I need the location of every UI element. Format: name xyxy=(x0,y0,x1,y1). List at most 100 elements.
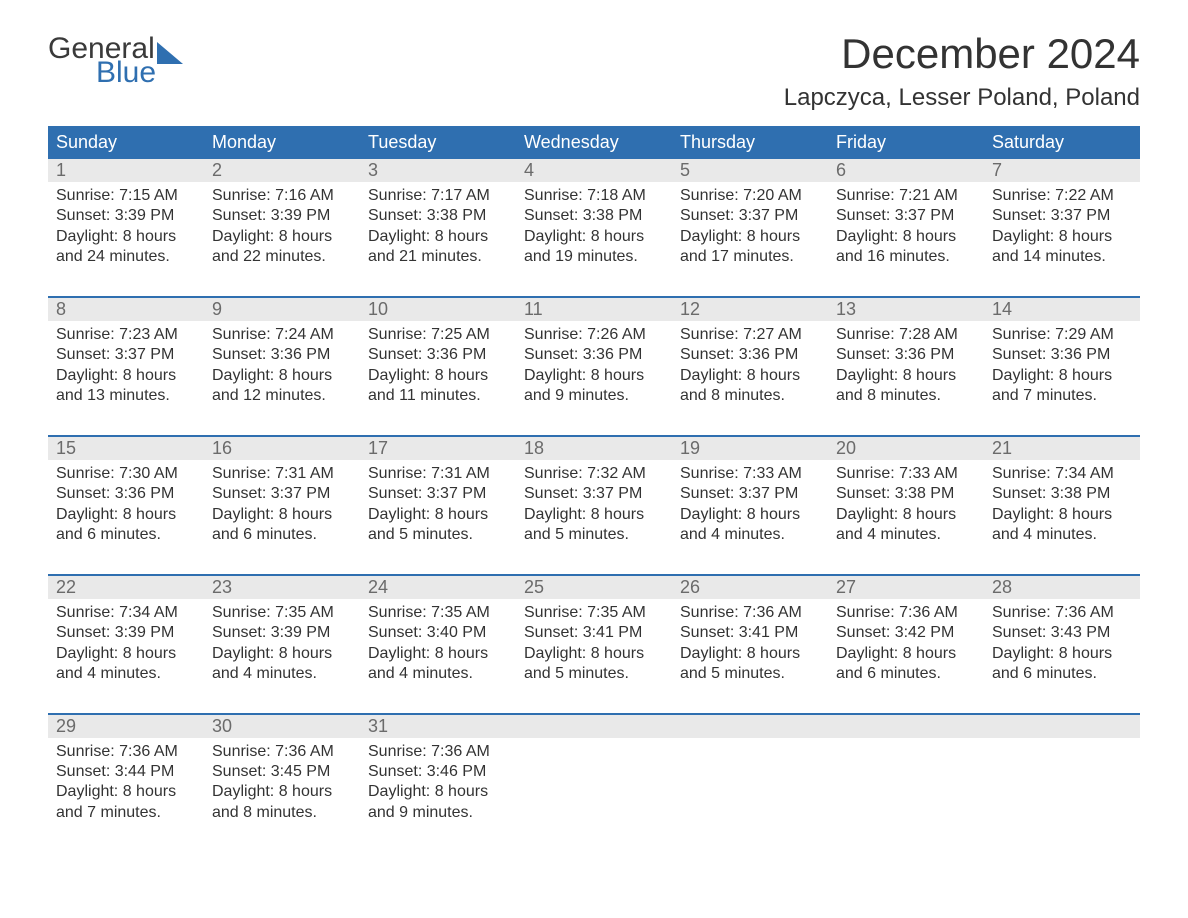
weekday-tuesday: Tuesday xyxy=(360,126,516,159)
day-number: 9 xyxy=(204,298,360,321)
sunrise-text: Sunrise: 7:17 AM xyxy=(368,186,508,206)
daylight-text-2: and 14 minutes. xyxy=(992,247,1132,267)
daylight-text-2: and 4 minutes. xyxy=(368,664,508,684)
sunset-text: Sunset: 3:37 PM xyxy=(680,206,820,226)
daylight-text-2: and 21 minutes. xyxy=(368,247,508,267)
day-cell: Sunrise: 7:36 AMSunset: 3:42 PMDaylight:… xyxy=(828,599,984,691)
day-number xyxy=(984,715,1140,738)
day-number: 24 xyxy=(360,576,516,599)
day-number: 5 xyxy=(672,159,828,182)
sunset-text: Sunset: 3:39 PM xyxy=(212,623,352,643)
day-number: 23 xyxy=(204,576,360,599)
weekday-thursday: Thursday xyxy=(672,126,828,159)
sunrise-text: Sunrise: 7:36 AM xyxy=(368,742,508,762)
daylight-text-2: and 8 minutes. xyxy=(836,386,976,406)
sunrise-text: Sunrise: 7:34 AM xyxy=(992,464,1132,484)
day-cell: Sunrise: 7:21 AMSunset: 3:37 PMDaylight:… xyxy=(828,182,984,274)
day-cell: Sunrise: 7:31 AMSunset: 3:37 PMDaylight:… xyxy=(204,460,360,552)
sunset-text: Sunset: 3:36 PM xyxy=(680,345,820,365)
daylight-text-1: Daylight: 8 hours xyxy=(992,227,1132,247)
sunset-text: Sunset: 3:39 PM xyxy=(56,623,196,643)
sunrise-text: Sunrise: 7:30 AM xyxy=(56,464,196,484)
daylight-text-1: Daylight: 8 hours xyxy=(680,644,820,664)
day-cell: Sunrise: 7:31 AMSunset: 3:37 PMDaylight:… xyxy=(360,460,516,552)
daylight-text-1: Daylight: 8 hours xyxy=(680,366,820,386)
sunset-text: Sunset: 3:40 PM xyxy=(368,623,508,643)
day-number: 16 xyxy=(204,437,360,460)
sunset-text: Sunset: 3:46 PM xyxy=(368,762,508,782)
daylight-text-1: Daylight: 8 hours xyxy=(368,782,508,802)
day-cell: Sunrise: 7:35 AMSunset: 3:39 PMDaylight:… xyxy=(204,599,360,691)
day-cell: Sunrise: 7:36 AMSunset: 3:46 PMDaylight:… xyxy=(360,738,516,830)
day-number: 14 xyxy=(984,298,1140,321)
daylight-text-1: Daylight: 8 hours xyxy=(836,644,976,664)
sunset-text: Sunset: 3:37 PM xyxy=(680,484,820,504)
sunrise-text: Sunrise: 7:31 AM xyxy=(212,464,352,484)
daylight-text-1: Daylight: 8 hours xyxy=(212,644,352,664)
sunset-text: Sunset: 3:38 PM xyxy=(524,206,664,226)
sunrise-text: Sunrise: 7:36 AM xyxy=(836,603,976,623)
week-row: 15161718192021Sunrise: 7:30 AMSunset: 3:… xyxy=(48,435,1140,552)
day-cell: Sunrise: 7:35 AMSunset: 3:41 PMDaylight:… xyxy=(516,599,672,691)
day-cell: Sunrise: 7:20 AMSunset: 3:37 PMDaylight:… xyxy=(672,182,828,274)
daylight-text-2: and 12 minutes. xyxy=(212,386,352,406)
daylight-text-1: Daylight: 8 hours xyxy=(368,366,508,386)
sunrise-text: Sunrise: 7:36 AM xyxy=(992,603,1132,623)
day-number: 26 xyxy=(672,576,828,599)
weekday-header-row: Sunday Monday Tuesday Wednesday Thursday… xyxy=(48,126,1140,159)
day-number: 27 xyxy=(828,576,984,599)
day-number: 1 xyxy=(48,159,204,182)
day-cell: Sunrise: 7:32 AMSunset: 3:37 PMDaylight:… xyxy=(516,460,672,552)
daylight-text-2: and 24 minutes. xyxy=(56,247,196,267)
daylight-text-1: Daylight: 8 hours xyxy=(56,366,196,386)
day-number: 13 xyxy=(828,298,984,321)
day-cell: Sunrise: 7:24 AMSunset: 3:36 PMDaylight:… xyxy=(204,321,360,413)
day-cell: Sunrise: 7:18 AMSunset: 3:38 PMDaylight:… xyxy=(516,182,672,274)
day-number xyxy=(672,715,828,738)
sunset-text: Sunset: 3:39 PM xyxy=(212,206,352,226)
daylight-text-2: and 4 minutes. xyxy=(992,525,1132,545)
day-number-row: 293031 xyxy=(48,715,1140,738)
daylight-text-1: Daylight: 8 hours xyxy=(680,227,820,247)
sunset-text: Sunset: 3:36 PM xyxy=(524,345,664,365)
daylight-text-1: Daylight: 8 hours xyxy=(524,227,664,247)
daylight-text-2: and 6 minutes. xyxy=(212,525,352,545)
sunrise-text: Sunrise: 7:26 AM xyxy=(524,325,664,345)
daylight-text-2: and 11 minutes. xyxy=(368,386,508,406)
day-number xyxy=(828,715,984,738)
day-cell: Sunrise: 7:36 AMSunset: 3:41 PMDaylight:… xyxy=(672,599,828,691)
daylight-text-1: Daylight: 8 hours xyxy=(212,366,352,386)
daylight-text-1: Daylight: 8 hours xyxy=(368,505,508,525)
day-cell: Sunrise: 7:29 AMSunset: 3:36 PMDaylight:… xyxy=(984,321,1140,413)
day-cell: Sunrise: 7:33 AMSunset: 3:37 PMDaylight:… xyxy=(672,460,828,552)
day-cell: Sunrise: 7:22 AMSunset: 3:37 PMDaylight:… xyxy=(984,182,1140,274)
sunset-text: Sunset: 3:37 PM xyxy=(368,484,508,504)
daylight-text-2: and 9 minutes. xyxy=(368,803,508,823)
daylight-text-2: and 6 minutes. xyxy=(56,525,196,545)
month-title: December 2024 xyxy=(784,30,1140,78)
logo: General Blue xyxy=(48,30,183,88)
sunset-text: Sunset: 3:41 PM xyxy=(524,623,664,643)
day-number: 28 xyxy=(984,576,1140,599)
day-cell: Sunrise: 7:36 AMSunset: 3:44 PMDaylight:… xyxy=(48,738,204,830)
day-content-row: Sunrise: 7:15 AM Sunset: 3:39 PM Daylight:… xyxy=(48,182,1140,274)
sunset-text: Sunset: 3:36 PM xyxy=(992,345,1132,365)
sunset-text: Sunset: 3:43 PM xyxy=(992,623,1132,643)
daylight-text-2: and 7 minutes. xyxy=(56,803,196,823)
daylight-text-1: Daylight: 8 hours xyxy=(524,505,664,525)
sunset-text: Sunset: 3:36 PM xyxy=(368,345,508,365)
weekday-saturday: Saturday xyxy=(984,126,1140,159)
title-block: December 2024 Lapczyca, Lesser Poland, P… xyxy=(784,30,1140,112)
daylight-text-2: and 9 minutes. xyxy=(524,386,664,406)
day-cell: Sunrise: 7:35 AMSunset: 3:40 PMDaylight:… xyxy=(360,599,516,691)
sunset-text: Sunset: 3:42 PM xyxy=(836,623,976,643)
day-number: 7 xyxy=(984,159,1140,182)
sunrise-text: Sunrise: 7:33 AM xyxy=(680,464,820,484)
sunrise-text: Sunrise: 7:29 AM xyxy=(992,325,1132,345)
daylight-text-1: Daylight: 8 hours xyxy=(56,644,196,664)
daylight-text-2: and 16 minutes. xyxy=(836,247,976,267)
daylight-text-1: Daylight: 8 hours xyxy=(368,227,508,247)
day-number: 21 xyxy=(984,437,1140,460)
logo-text-blue: Blue xyxy=(96,58,183,88)
sunrise-text: Sunrise: 7:15 AM xyxy=(56,186,196,206)
